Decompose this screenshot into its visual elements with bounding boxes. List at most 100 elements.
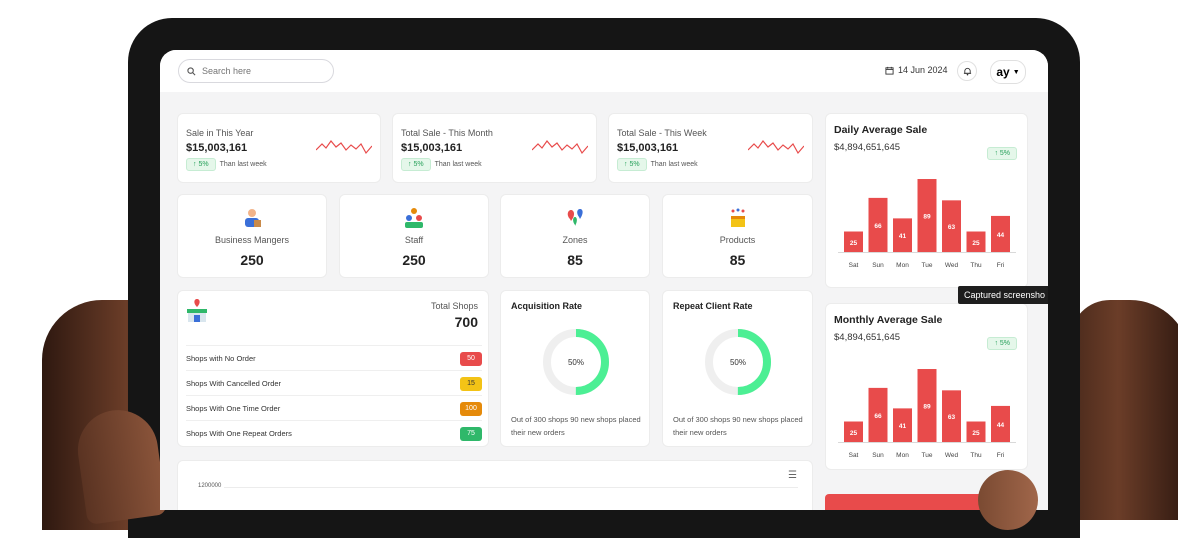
monthly-bar-value-label: 25 bbox=[972, 430, 980, 437]
daily-category-label: Tue bbox=[922, 262, 933, 269]
business-manager-icon bbox=[245, 209, 261, 227]
daily-category-label: Thu bbox=[970, 262, 982, 269]
monthly-bar-value-label: 63 bbox=[948, 414, 956, 421]
trend-note: Than last week bbox=[650, 161, 698, 168]
daily-badge-wrap: ↑ 5% bbox=[987, 142, 1017, 160]
bottom-chart-gridline bbox=[224, 487, 798, 488]
metric-value: 250 bbox=[402, 252, 426, 268]
monthly-bar-value-label: 25 bbox=[850, 430, 858, 437]
daily-bar[interactable] bbox=[917, 179, 937, 252]
daily-bar-value-label: 25 bbox=[850, 240, 858, 247]
trend-badge: ↑ 5% bbox=[186, 158, 216, 171]
monthly-category-label: Sat bbox=[849, 452, 859, 459]
daily-bar-value-label: 25 bbox=[972, 240, 980, 247]
shop-row-label: Shops with No Order bbox=[186, 354, 256, 363]
monthly-category-label: Tue bbox=[922, 452, 933, 459]
metric-value: 250 bbox=[240, 252, 264, 268]
monthly-bar[interactable] bbox=[942, 390, 961, 442]
date-text: 14 Jun 2024 bbox=[898, 65, 948, 75]
shop-row-one-time[interactable]: Shops With One Time Order 100 bbox=[186, 395, 482, 421]
top-bar: 14 Jun 2024 ay ▼ bbox=[160, 50, 1048, 92]
search-icon bbox=[187, 66, 196, 75]
notification-button[interactable] bbox=[957, 61, 977, 81]
daily-bar[interactable] bbox=[942, 200, 961, 252]
total-shops-label: Total Shops bbox=[430, 301, 478, 311]
daily-bar-chart: 25 Sat 66 Sun 41 Mon 89 Tue 63 Wed 25 Thu 44 Fri bbox=[838, 179, 1016, 269]
shop-row-no-order[interactable]: Shops with No Order 50 bbox=[186, 345, 482, 371]
metric-label: Zones bbox=[562, 235, 588, 245]
shop-store-icon bbox=[187, 299, 207, 322]
shop-row-label: Shops With Cancelled Order bbox=[186, 379, 282, 388]
right-thumb bbox=[978, 470, 1038, 530]
calendar-icon bbox=[885, 66, 894, 75]
metric-label: Business Mangers bbox=[214, 235, 290, 245]
repeat-desc: Out of 300 shops 90 new shops placed the… bbox=[673, 415, 803, 437]
monthly-bar[interactable] bbox=[844, 421, 863, 443]
stat-trend: ↑ 5% Than last week bbox=[186, 158, 267, 171]
daily-category-label: Wed bbox=[945, 262, 959, 269]
daily-bar-value-label: 63 bbox=[948, 224, 956, 231]
bell-icon bbox=[963, 67, 971, 75]
avatar: ay bbox=[996, 65, 1010, 79]
daily-category-label: Mon bbox=[896, 262, 909, 269]
user-menu-button[interactable]: ay ▼ bbox=[990, 60, 1026, 84]
monthly-bar-value-label: 41 bbox=[899, 423, 907, 430]
stat-value: $15,003,161 bbox=[186, 142, 248, 154]
search-input[interactable] bbox=[200, 65, 324, 77]
acquisition-donut-arc bbox=[543, 329, 609, 395]
daily-bar[interactable] bbox=[966, 231, 986, 253]
shop-row-label: Shops With One Time Order bbox=[186, 404, 281, 413]
stat-title: Sale in This Year bbox=[186, 128, 254, 138]
bottom-chart-card bbox=[177, 460, 813, 510]
metric-card-zones: Zones 85 bbox=[500, 194, 650, 278]
daily-bar[interactable] bbox=[868, 197, 888, 252]
products-box-icon bbox=[730, 208, 745, 227]
daily-bar-value-label: 89 bbox=[923, 214, 931, 221]
metric-label: Staff bbox=[404, 235, 424, 245]
shop-row-repeat[interactable]: Shops With One Repeat Orders 75 bbox=[186, 420, 482, 446]
monthly-bar[interactable] bbox=[991, 405, 1010, 442]
sparkline bbox=[532, 140, 588, 155]
monthly-bar[interactable] bbox=[966, 421, 986, 443]
trend-note: Than last week bbox=[434, 161, 482, 168]
shops-card: Total Shops 700 Shops with No Order 50 S… bbox=[177, 290, 489, 447]
repeat-title: Repeat Client Rate bbox=[673, 301, 753, 311]
staff-group-icon bbox=[405, 208, 423, 228]
daily-category-label: Sun bbox=[872, 262, 884, 269]
sparkline bbox=[316, 140, 372, 155]
monthly-bar[interactable] bbox=[917, 369, 937, 442]
daily-bar[interactable] bbox=[844, 231, 863, 253]
acquisition-rate-card: Acquisition Rate 50% Out of 300 shops 90… bbox=[500, 290, 650, 447]
hamburger-menu-icon[interactable]: ☰ bbox=[788, 470, 797, 481]
acquisition-desc: Out of 300 shops 90 new shops placed the… bbox=[511, 415, 641, 437]
repeat-percent: 50% bbox=[730, 358, 746, 367]
map-pin-icon bbox=[567, 209, 583, 226]
monthly-average-card: Monthly Average Sale $4,894,651,645 ↑ 5%… bbox=[825, 303, 1028, 470]
monthly-badge-wrap: ↑ 5% bbox=[987, 332, 1017, 350]
daily-bar[interactable] bbox=[991, 215, 1010, 252]
daily-bar[interactable] bbox=[893, 218, 912, 252]
shop-row-label: Shops With One Repeat Orders bbox=[186, 429, 292, 438]
monthly-bar[interactable] bbox=[868, 387, 888, 442]
monthly-bar[interactable] bbox=[893, 408, 912, 442]
count-badge: 15 bbox=[460, 376, 482, 391]
count-badge: 75 bbox=[460, 426, 482, 441]
metric-card-business-managers: Business Mangers 250 bbox=[177, 194, 327, 278]
stat-trend: ↑ 5% Than last week bbox=[617, 158, 698, 171]
monthly-category-label: Sun bbox=[872, 452, 884, 459]
daily-bar-value-label: 44 bbox=[997, 232, 1005, 239]
monthly-title: Monthly Average Sale bbox=[834, 314, 943, 326]
monthly-bar-value-label: 66 bbox=[874, 413, 882, 420]
shop-row-cancelled[interactable]: Shops With Cancelled Order 15 bbox=[186, 370, 482, 396]
monthly-value: $4,894,651,645 bbox=[834, 332, 901, 343]
repeat-donut-arc bbox=[705, 329, 771, 395]
metric-value: 85 bbox=[567, 252, 583, 268]
total-shops-value: 700 bbox=[454, 314, 478, 330]
repeat-donut: 50% bbox=[705, 329, 771, 395]
date-display[interactable]: 14 Jun 2024 bbox=[885, 65, 948, 75]
search-box[interactable] bbox=[178, 59, 334, 83]
monthly-category-label: Fri bbox=[997, 452, 1005, 459]
daily-bar-value-label: 41 bbox=[899, 233, 907, 240]
count-badge: 100 bbox=[460, 401, 482, 416]
acquisition-percent: 50% bbox=[568, 358, 584, 367]
